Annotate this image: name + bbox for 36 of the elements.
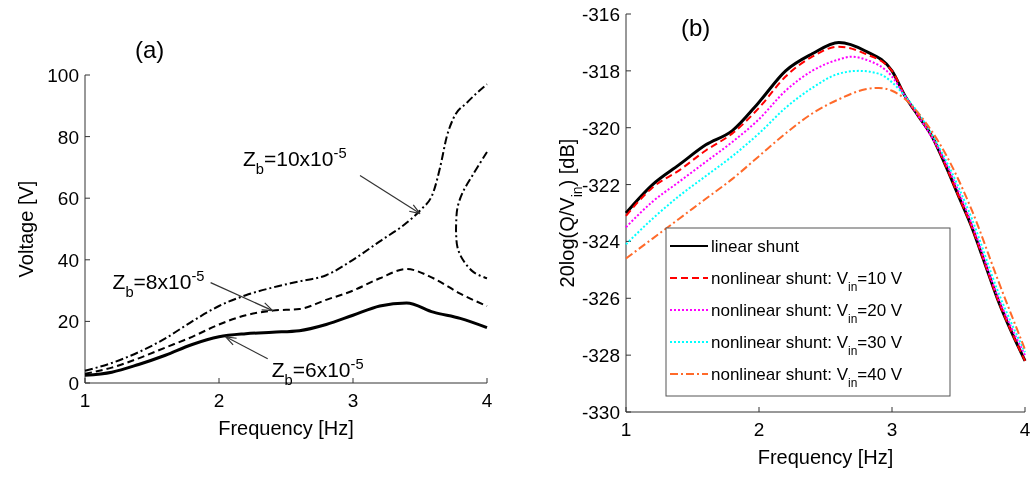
x-axis-title: Frequency [Hz] — [757, 446, 894, 468]
y-tick-label: 40 — [57, 249, 79, 271]
x-tick-label: 1 — [620, 419, 632, 440]
x-tick-label: 4 — [481, 390, 493, 411]
y-tick-label: -320 — [581, 117, 620, 139]
annotation: Z$_{b}$=6x10$^{-5}$ — [271, 355, 364, 388]
legend-label: nonlinear shunt: V$_{in}$=20 V — [711, 301, 903, 326]
y-tick-label: -326 — [581, 288, 620, 310]
y-tick-label: 80 — [57, 126, 79, 148]
x-tick-label: 1 — [79, 390, 91, 411]
annotation: Z$_{b}$=8x10$^{-5}$ — [112, 267, 205, 300]
line-series — [455, 151, 488, 280]
x-axis-title: Frequency [Hz] — [218, 417, 354, 439]
annotation: Z$_{b}$=10x10$^{-5}$ — [243, 144, 347, 177]
legend-label: nonlinear shunt: V$_{in}$=40 V — [711, 365, 903, 390]
x-tick-label: 2 — [213, 390, 225, 411]
y-tick-label: 100 — [47, 65, 79, 86]
legend-label: nonlinear shunt: V$_{in}$=10 V — [711, 269, 903, 294]
y-axis-title: Voltage [V] — [15, 180, 37, 278]
x-tick-label: 2 — [753, 419, 765, 440]
x-tick-label: 3 — [886, 419, 898, 440]
x-tick-label: 3 — [347, 390, 359, 411]
x-tick-label: 4 — [1019, 419, 1031, 440]
y-tick-label: -330 — [581, 402, 620, 423]
y-tick-label: 20 — [57, 311, 79, 333]
y-tick-label: 60 — [57, 188, 79, 210]
chart-title: (a) — [135, 36, 165, 63]
y-tick-label: -328 — [581, 345, 620, 367]
y-tick-label: -316 — [581, 4, 620, 25]
y-tick-label: -318 — [581, 60, 620, 82]
legend-label: nonlinear shunt: V$_{in}$=30 V — [711, 333, 903, 358]
y-tick-label: 0 — [68, 373, 79, 394]
legend-label: linear shunt — [711, 237, 800, 256]
y-tick-label: -324 — [581, 231, 621, 253]
y-tick-label: -322 — [581, 174, 620, 196]
chart-title: (b) — [681, 14, 711, 41]
